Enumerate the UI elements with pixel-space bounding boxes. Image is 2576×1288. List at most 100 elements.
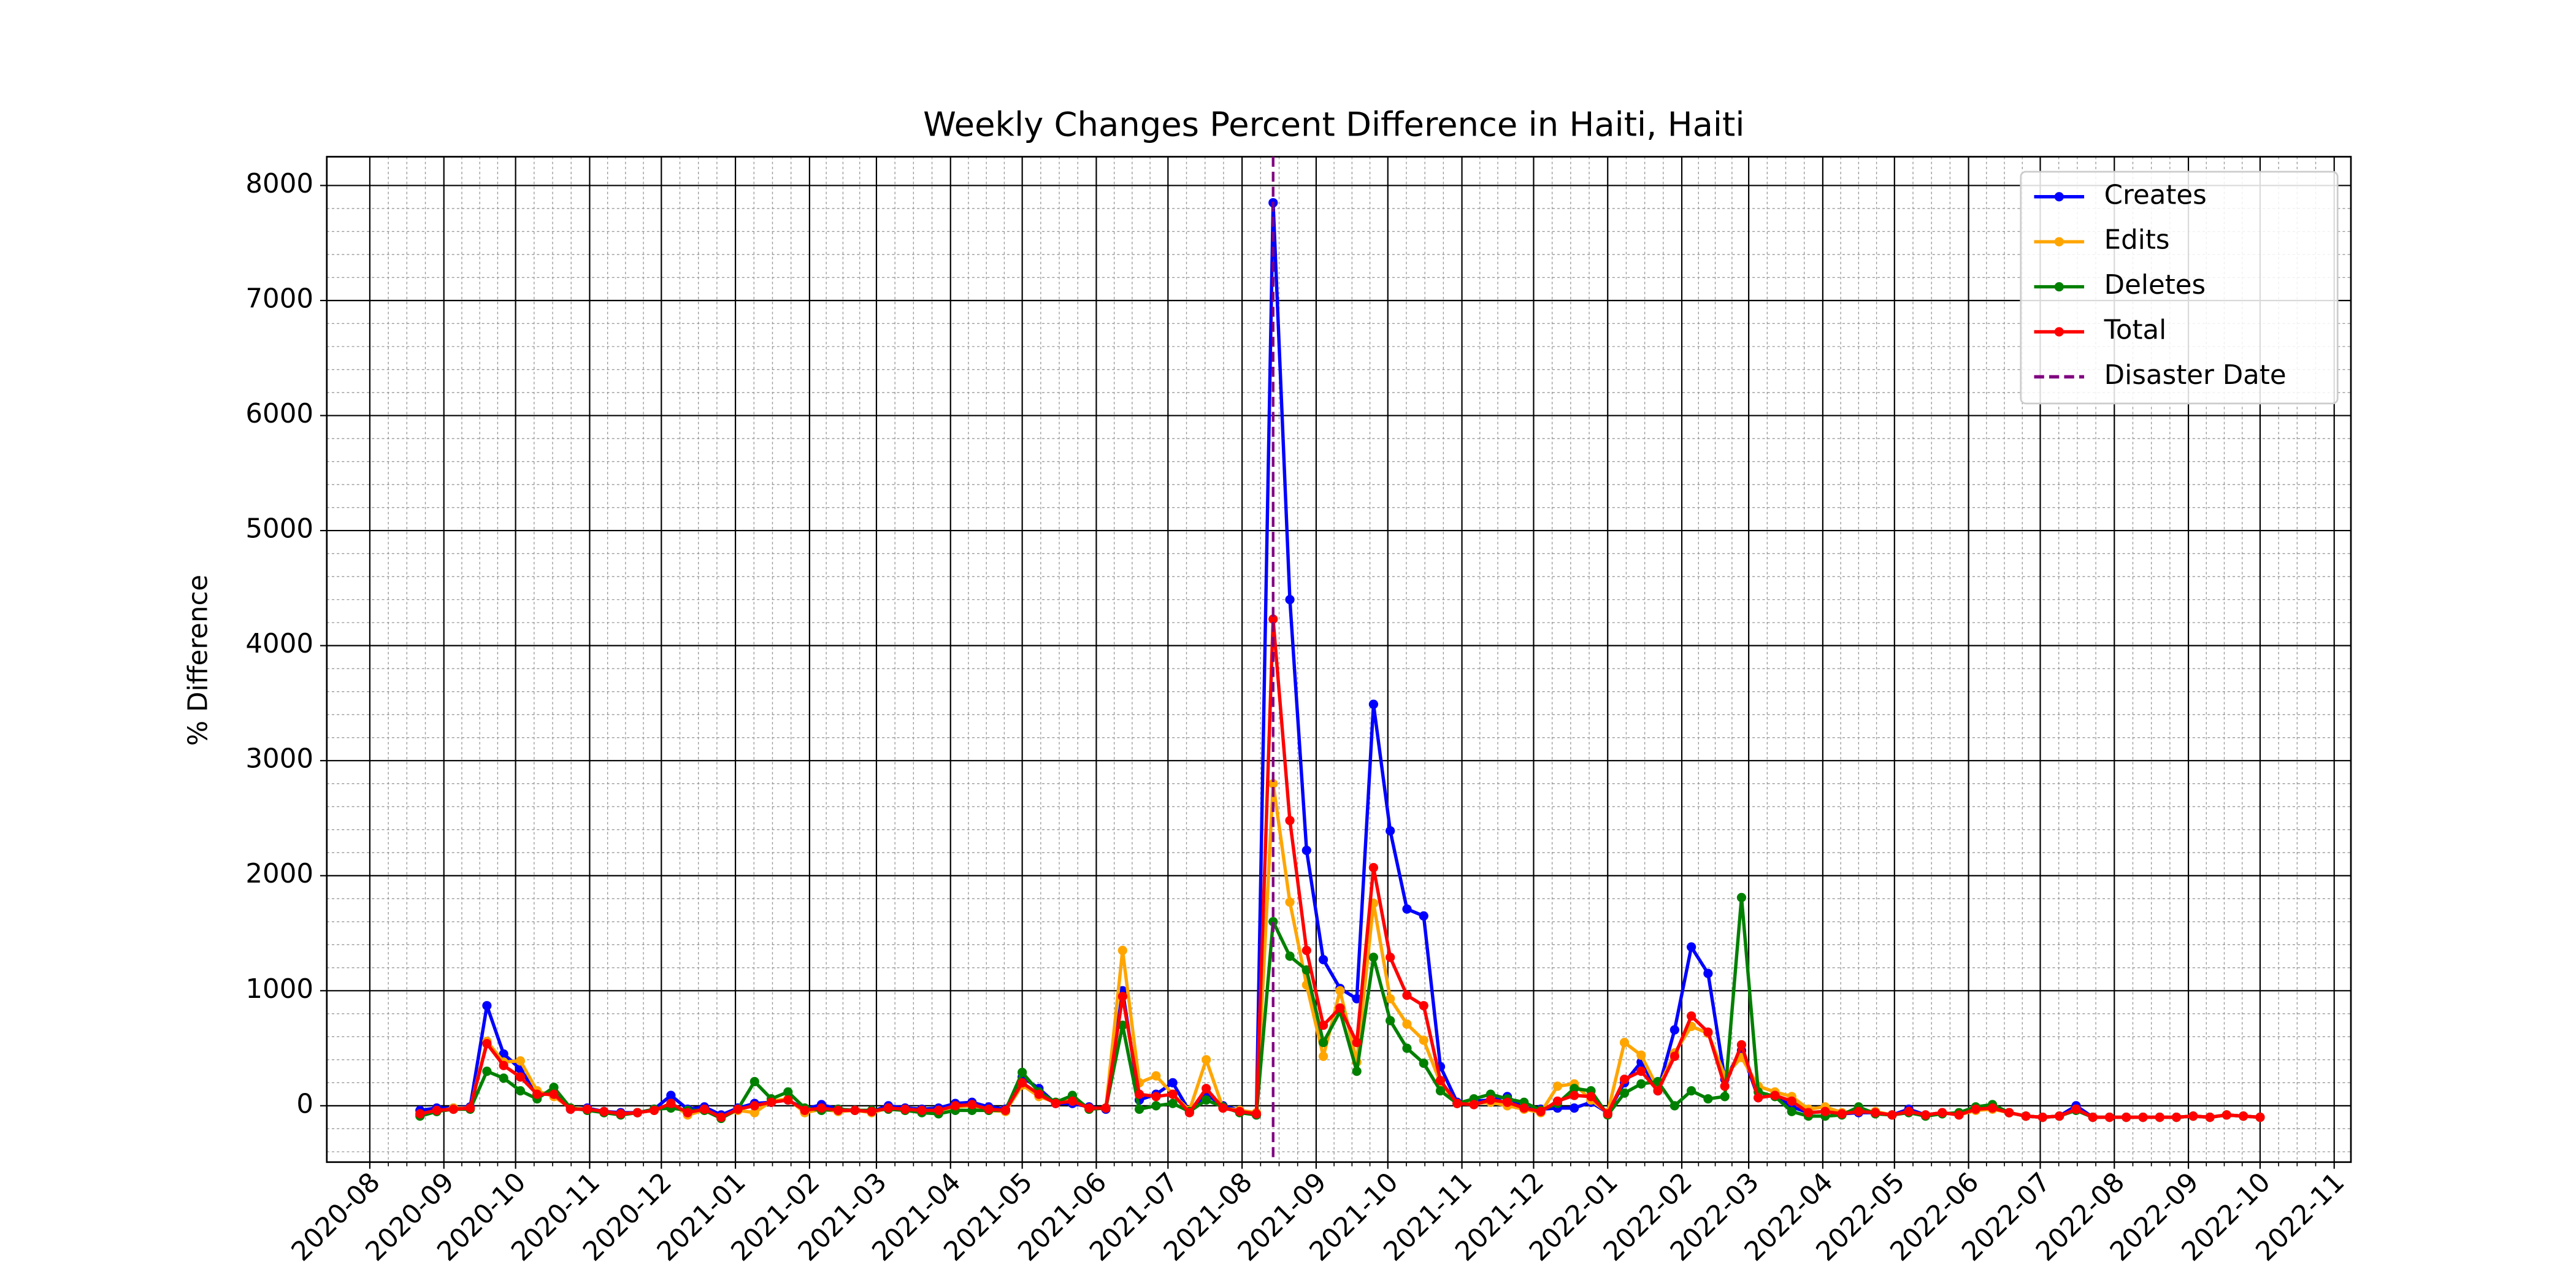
- series-marker: [1202, 1084, 1211, 1094]
- series-marker: [1285, 595, 1295, 605]
- series-marker: [699, 1104, 710, 1114]
- series-marker: [1570, 1084, 1579, 1094]
- series-marker: [1853, 1106, 1863, 1116]
- series-marker: [1938, 1108, 1947, 1117]
- series-marker: [1117, 946, 1127, 956]
- series-marker: [1987, 1103, 1998, 1113]
- series-marker: [1335, 986, 1345, 995]
- series-marker: [1386, 953, 1395, 962]
- series-marker: [1519, 1103, 1529, 1113]
- series-marker: [1235, 1106, 1244, 1116]
- series-marker: [984, 1104, 994, 1114]
- series-marker: [1720, 1081, 1730, 1091]
- series-marker: [1000, 1105, 1010, 1115]
- series-marker: [582, 1104, 592, 1114]
- series-marker: [1402, 991, 1412, 1000]
- series-marker: [2021, 1111, 2031, 1121]
- series-marker: [1485, 1095, 1495, 1105]
- series-marker: [616, 1109, 626, 1119]
- series-marker: [1268, 917, 1278, 927]
- series-marker: [1151, 1092, 1161, 1102]
- series-marker: [2104, 1112, 2115, 1122]
- series-marker: [766, 1097, 776, 1107]
- series-marker: [783, 1095, 793, 1105]
- series-marker: [1552, 1081, 1563, 1091]
- series-marker: [1218, 1103, 1228, 1113]
- series-marker: [1285, 816, 1295, 826]
- series-marker: [1168, 1078, 1178, 1087]
- series-marker: [2239, 1111, 2248, 1121]
- y-tick-label: 0: [296, 1089, 313, 1119]
- series-marker: [1669, 1101, 1679, 1111]
- series-marker: [749, 1076, 759, 1087]
- series-marker: [549, 1083, 559, 1092]
- series-marker: [1536, 1106, 1546, 1116]
- series-marker: [482, 1038, 492, 1049]
- series-marker: [800, 1105, 810, 1115]
- series-marker: [1285, 951, 1295, 961]
- series-marker: [1469, 1100, 1479, 1110]
- series-marker: [1067, 1096, 1078, 1106]
- series-marker: [1117, 992, 1127, 1002]
- series-marker: [1502, 1097, 1512, 1107]
- series-marker: [415, 1109, 425, 1119]
- series-marker: [967, 1100, 977, 1110]
- series-marker: [2221, 1110, 2232, 1120]
- series-marker: [1386, 994, 1395, 1004]
- series-marker: [599, 1106, 609, 1116]
- series-marker: [1920, 1110, 1931, 1120]
- legend-marker: [2054, 327, 2064, 337]
- series-marker: [1586, 1092, 1596, 1102]
- series-marker: [1703, 1027, 1713, 1037]
- series-marker: [549, 1089, 559, 1099]
- series-marker: [1570, 1103, 1579, 1113]
- series-marker: [1318, 1051, 1328, 1061]
- series-marker: [499, 1060, 508, 1070]
- series-marker: [1285, 897, 1295, 907]
- y-tick-label: 4000: [245, 629, 313, 659]
- series-marker: [1368, 863, 1379, 873]
- series-marker: [1402, 1019, 1412, 1029]
- series-marker: [1352, 1066, 1362, 1076]
- plot-frame: [326, 156, 2352, 1163]
- series-marker: [1687, 1086, 1696, 1096]
- series-marker: [1570, 1091, 1579, 1100]
- series-marker: [683, 1108, 692, 1117]
- series-marker: [1687, 942, 1696, 952]
- y-tick-label: 1000: [245, 974, 313, 1005]
- series-marker: [1134, 1089, 1144, 1099]
- series-marker: [1871, 1108, 1880, 1117]
- legend-box: [2020, 171, 2339, 405]
- series-marker: [515, 1056, 526, 1066]
- series-marker: [666, 1098, 676, 1108]
- series-marker: [1552, 1096, 1563, 1106]
- series-marker: [1318, 1020, 1328, 1030]
- series-marker: [1619, 1038, 1630, 1048]
- series-marker: [1636, 1050, 1646, 1060]
- series-marker: [1787, 1106, 1796, 1116]
- series-marker: [1419, 911, 1428, 921]
- chart-title: Weekly Changes Percent Difference in Hai…: [923, 105, 1744, 144]
- series-marker: [1619, 1075, 1630, 1084]
- series-marker: [448, 1104, 458, 1114]
- series-marker: [783, 1087, 793, 1097]
- series-marker: [1703, 968, 1713, 978]
- series-marker: [1402, 904, 1412, 914]
- legend-label: Total: [2104, 315, 2167, 345]
- series-marker: [850, 1105, 860, 1115]
- series-marker: [1736, 1040, 1747, 1050]
- series-marker: [1268, 614, 1278, 624]
- series-marker: [432, 1105, 442, 1115]
- y-axis-label: % Difference: [183, 575, 214, 746]
- series-marker: [532, 1089, 542, 1099]
- series-marker: [1435, 1075, 1446, 1086]
- series-marker: [1653, 1086, 1663, 1096]
- series-marker: [1703, 1094, 1713, 1104]
- series-marker: [1419, 1058, 1428, 1068]
- series-marker: [1971, 1104, 1980, 1114]
- legend-label: Disaster Date: [2104, 360, 2287, 391]
- series-marker: [816, 1103, 826, 1113]
- series-marker: [2004, 1108, 2014, 1117]
- y-tick-label: 8000: [245, 169, 313, 199]
